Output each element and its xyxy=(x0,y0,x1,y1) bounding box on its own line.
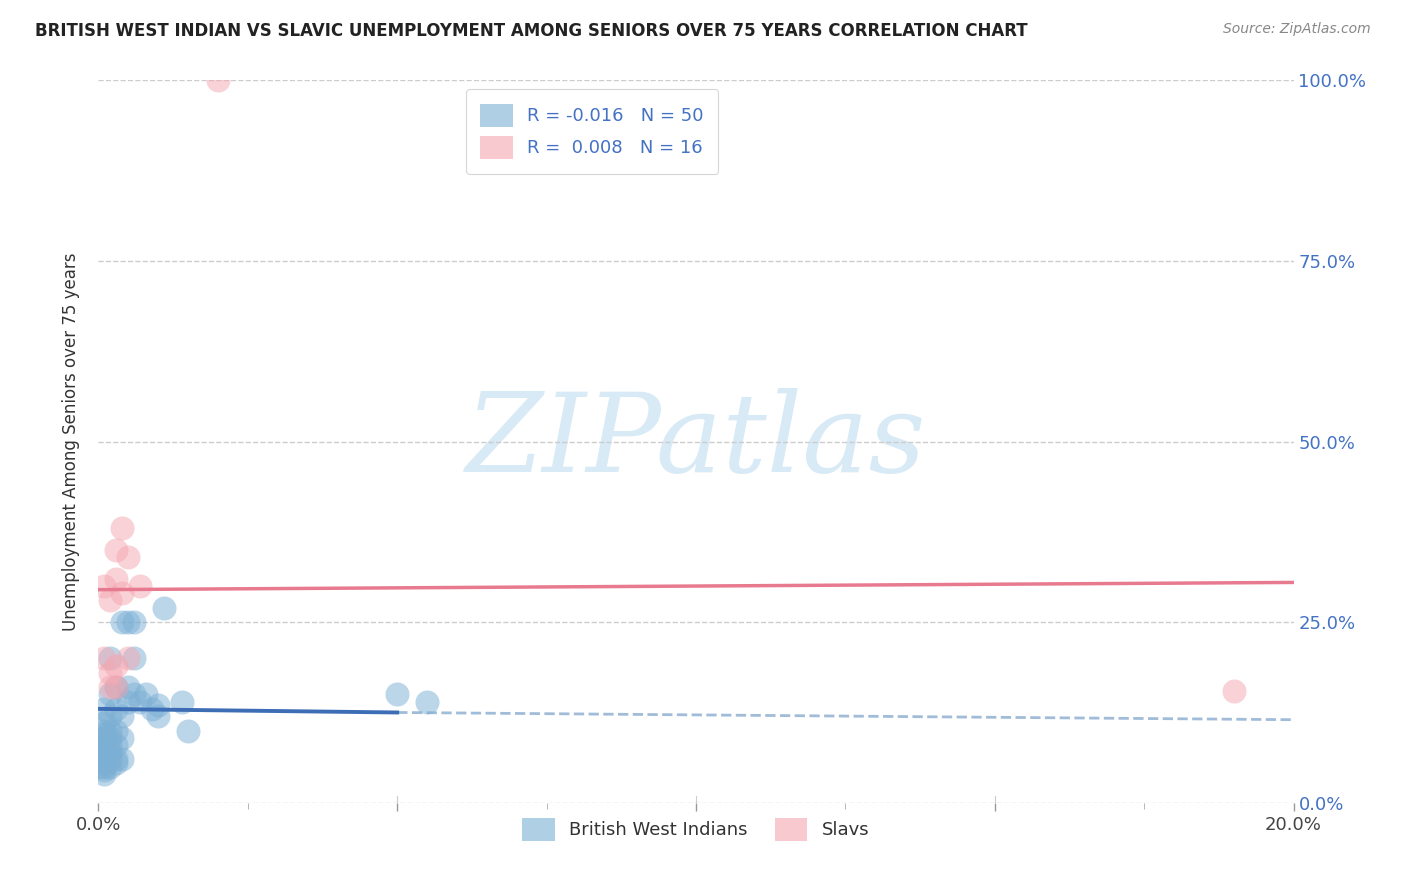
Point xyxy=(93,760,115,774)
Point xyxy=(105,680,128,694)
Point xyxy=(117,651,139,665)
Legend: British West Indians, Slavs: British West Indians, Slavs xyxy=(515,810,877,848)
Point xyxy=(117,680,139,694)
Point xyxy=(148,709,170,723)
Point xyxy=(98,665,122,680)
Point xyxy=(1223,683,1246,698)
Point xyxy=(98,760,122,774)
Point xyxy=(111,586,134,600)
Y-axis label: Unemployment Among Seniors over 75 years: Unemployment Among Seniors over 75 years xyxy=(62,252,80,631)
Point xyxy=(111,731,134,745)
Point xyxy=(105,658,128,673)
Text: BRITISH WEST INDIAN VS SLAVIC UNEMPLOYMENT AMONG SENIORS OVER 75 YEARS CORRELATI: BRITISH WEST INDIAN VS SLAVIC UNEMPLOYME… xyxy=(35,22,1028,40)
Point xyxy=(93,745,115,759)
Point xyxy=(129,695,152,709)
Point xyxy=(93,702,115,716)
Point xyxy=(93,764,115,778)
Point xyxy=(98,731,122,745)
Point xyxy=(98,593,122,607)
Point xyxy=(98,687,122,701)
Text: ZIPatlas: ZIPatlas xyxy=(465,388,927,495)
Point xyxy=(93,756,115,770)
Point xyxy=(135,687,157,701)
Point xyxy=(93,738,115,752)
Point xyxy=(93,716,115,731)
Point xyxy=(93,651,115,665)
Point xyxy=(141,702,163,716)
Point xyxy=(111,752,134,766)
Point xyxy=(105,680,128,694)
Point xyxy=(124,687,146,701)
Point xyxy=(105,738,128,752)
Point xyxy=(129,579,152,593)
Point xyxy=(105,542,128,557)
Point xyxy=(93,748,115,763)
Point xyxy=(98,680,122,694)
Point xyxy=(93,731,115,745)
Point xyxy=(172,695,194,709)
Point xyxy=(111,615,134,630)
Point xyxy=(93,723,115,738)
Point xyxy=(98,723,122,738)
Point xyxy=(87,760,110,774)
Point xyxy=(93,727,115,741)
Point xyxy=(98,745,122,759)
Point xyxy=(105,756,128,770)
Point xyxy=(117,695,139,709)
Point xyxy=(93,767,115,781)
Point xyxy=(105,572,128,586)
Point xyxy=(124,615,146,630)
Point xyxy=(105,752,128,766)
Point xyxy=(117,550,139,565)
Point xyxy=(416,695,439,709)
Point xyxy=(385,687,409,701)
Point xyxy=(98,709,122,723)
Point xyxy=(93,741,115,756)
Point xyxy=(153,600,176,615)
Point xyxy=(98,738,122,752)
Point xyxy=(177,723,200,738)
Point xyxy=(105,723,128,738)
Point xyxy=(105,702,128,716)
Point xyxy=(93,752,115,766)
Point xyxy=(117,615,139,630)
Point xyxy=(207,73,229,87)
Point xyxy=(124,651,146,665)
Text: Source: ZipAtlas.com: Source: ZipAtlas.com xyxy=(1223,22,1371,37)
Point xyxy=(111,521,134,535)
Point xyxy=(98,651,122,665)
Point xyxy=(98,752,122,766)
Point xyxy=(111,709,134,723)
Point xyxy=(93,579,115,593)
Point xyxy=(148,698,170,713)
